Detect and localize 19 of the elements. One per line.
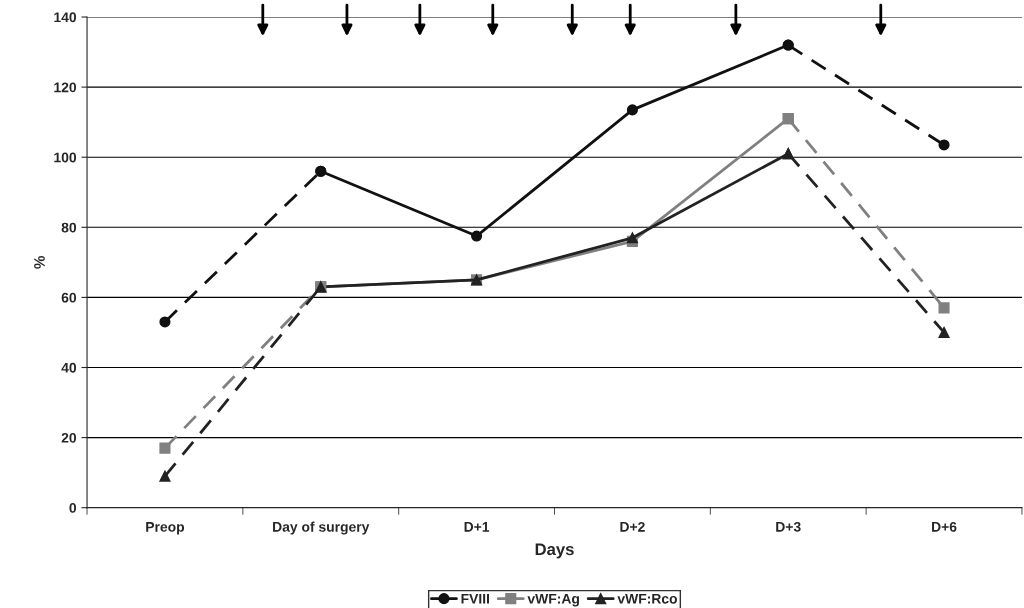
x-tick-label: D+1 (464, 522, 490, 532)
y-tick-label: 80 (61, 222, 77, 233)
legend-label: vWF:Rco (617, 593, 678, 604)
y-tick-label: 140 (54, 12, 77, 23)
x-axis-title: Days (535, 543, 574, 559)
y-tick-label: 60 (61, 292, 77, 303)
legend-label: vWF:Ag (527, 593, 579, 607)
y-tick-label: 120 (54, 82, 77, 93)
y-tick-label: 100 (54, 152, 77, 163)
y-tick-label: 20 (61, 432, 77, 443)
x-tick-label: D+6 (932, 521, 957, 532)
x-tick-label: Day of surgery (273, 521, 370, 535)
y-tick-label: 0 (69, 503, 77, 513)
legend-label: FVIII (461, 593, 489, 604)
x-tick-label: Preop (146, 522, 185, 535)
y-tick-label: 40 (61, 362, 77, 373)
x-tick-label: D+2 (620, 521, 645, 532)
x-tick-label: D+3 (776, 521, 801, 532)
y-axis-title: % (34, 255, 45, 269)
